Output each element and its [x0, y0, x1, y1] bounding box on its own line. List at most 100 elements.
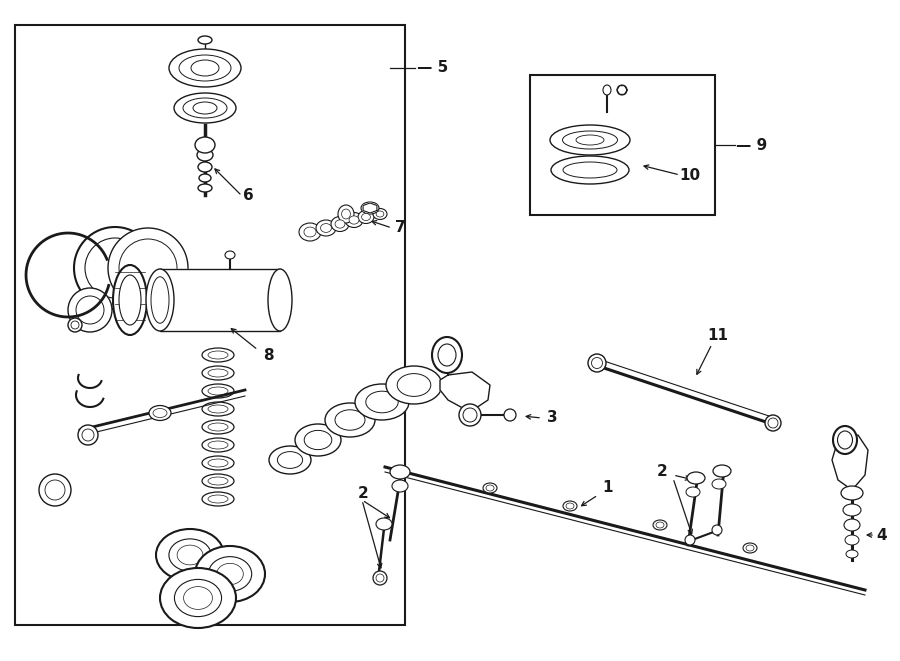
Ellipse shape: [335, 410, 365, 430]
Bar: [15, 25, 405, 625]
Ellipse shape: [68, 318, 82, 332]
Ellipse shape: [765, 415, 781, 431]
Ellipse shape: [191, 60, 219, 76]
Ellipse shape: [712, 479, 726, 489]
Ellipse shape: [71, 321, 79, 329]
Text: — 9: — 9: [736, 137, 768, 153]
Ellipse shape: [119, 239, 177, 297]
Polygon shape: [363, 203, 377, 213]
Ellipse shape: [82, 429, 94, 441]
Ellipse shape: [687, 472, 705, 484]
Ellipse shape: [685, 535, 695, 545]
Ellipse shape: [295, 424, 341, 456]
Ellipse shape: [712, 525, 722, 535]
Text: 7: 7: [395, 221, 405, 235]
Ellipse shape: [202, 474, 234, 488]
Ellipse shape: [390, 465, 410, 479]
Text: 3: 3: [546, 410, 557, 426]
Ellipse shape: [841, 486, 863, 500]
Ellipse shape: [160, 568, 236, 628]
Ellipse shape: [202, 384, 234, 398]
Ellipse shape: [198, 36, 212, 44]
Ellipse shape: [550, 125, 630, 155]
Ellipse shape: [179, 55, 231, 81]
Ellipse shape: [202, 420, 234, 434]
Ellipse shape: [656, 522, 664, 528]
Ellipse shape: [373, 208, 387, 219]
Ellipse shape: [316, 220, 336, 236]
Ellipse shape: [202, 366, 234, 380]
Ellipse shape: [217, 563, 243, 584]
Ellipse shape: [768, 418, 778, 428]
Ellipse shape: [838, 431, 852, 449]
Text: 2: 2: [357, 485, 368, 500]
Ellipse shape: [45, 480, 65, 500]
Ellipse shape: [169, 49, 241, 87]
Ellipse shape: [846, 550, 858, 558]
Ellipse shape: [617, 85, 627, 95]
Ellipse shape: [563, 501, 577, 511]
Ellipse shape: [355, 384, 409, 420]
Ellipse shape: [195, 546, 265, 602]
Ellipse shape: [603, 85, 611, 95]
Ellipse shape: [208, 477, 228, 485]
Ellipse shape: [208, 495, 228, 503]
Ellipse shape: [361, 202, 379, 214]
Ellipse shape: [108, 228, 188, 308]
Ellipse shape: [74, 227, 156, 309]
Ellipse shape: [653, 520, 667, 530]
Polygon shape: [440, 372, 490, 412]
Text: 11: 11: [707, 327, 728, 342]
Ellipse shape: [268, 269, 292, 331]
Bar: [530, 75, 715, 215]
Ellipse shape: [153, 408, 167, 418]
Ellipse shape: [551, 156, 629, 184]
Ellipse shape: [193, 102, 217, 114]
Polygon shape: [832, 435, 868, 490]
Ellipse shape: [184, 586, 212, 609]
Ellipse shape: [198, 184, 212, 192]
Ellipse shape: [438, 344, 456, 366]
Ellipse shape: [208, 405, 228, 413]
Ellipse shape: [345, 212, 363, 227]
Ellipse shape: [365, 391, 398, 413]
Ellipse shape: [338, 205, 354, 223]
Ellipse shape: [358, 210, 374, 223]
Ellipse shape: [325, 403, 375, 437]
Ellipse shape: [195, 137, 215, 153]
Ellipse shape: [566, 503, 574, 509]
Ellipse shape: [304, 227, 316, 237]
Ellipse shape: [198, 162, 212, 172]
Ellipse shape: [39, 474, 71, 506]
Text: 1: 1: [603, 481, 613, 496]
Ellipse shape: [175, 580, 221, 617]
Ellipse shape: [149, 405, 171, 420]
Ellipse shape: [376, 574, 384, 582]
Ellipse shape: [386, 366, 442, 404]
Ellipse shape: [199, 174, 211, 182]
Ellipse shape: [208, 441, 228, 449]
Text: 2: 2: [657, 465, 668, 479]
Ellipse shape: [277, 451, 302, 469]
Ellipse shape: [432, 337, 462, 373]
Ellipse shape: [743, 543, 757, 553]
Ellipse shape: [504, 409, 516, 421]
Ellipse shape: [463, 408, 477, 422]
Ellipse shape: [746, 545, 754, 551]
Ellipse shape: [833, 426, 857, 454]
Ellipse shape: [562, 131, 617, 149]
Ellipse shape: [376, 211, 384, 217]
Ellipse shape: [202, 492, 234, 506]
Ellipse shape: [202, 402, 234, 416]
Ellipse shape: [146, 269, 174, 331]
Ellipse shape: [169, 539, 211, 571]
Ellipse shape: [208, 459, 228, 467]
Text: — 5: — 5: [418, 61, 448, 75]
Ellipse shape: [349, 216, 359, 224]
Polygon shape: [617, 86, 627, 95]
Ellipse shape: [202, 456, 234, 470]
Ellipse shape: [151, 277, 169, 323]
Ellipse shape: [225, 251, 235, 259]
Ellipse shape: [113, 265, 147, 335]
Ellipse shape: [713, 465, 731, 477]
